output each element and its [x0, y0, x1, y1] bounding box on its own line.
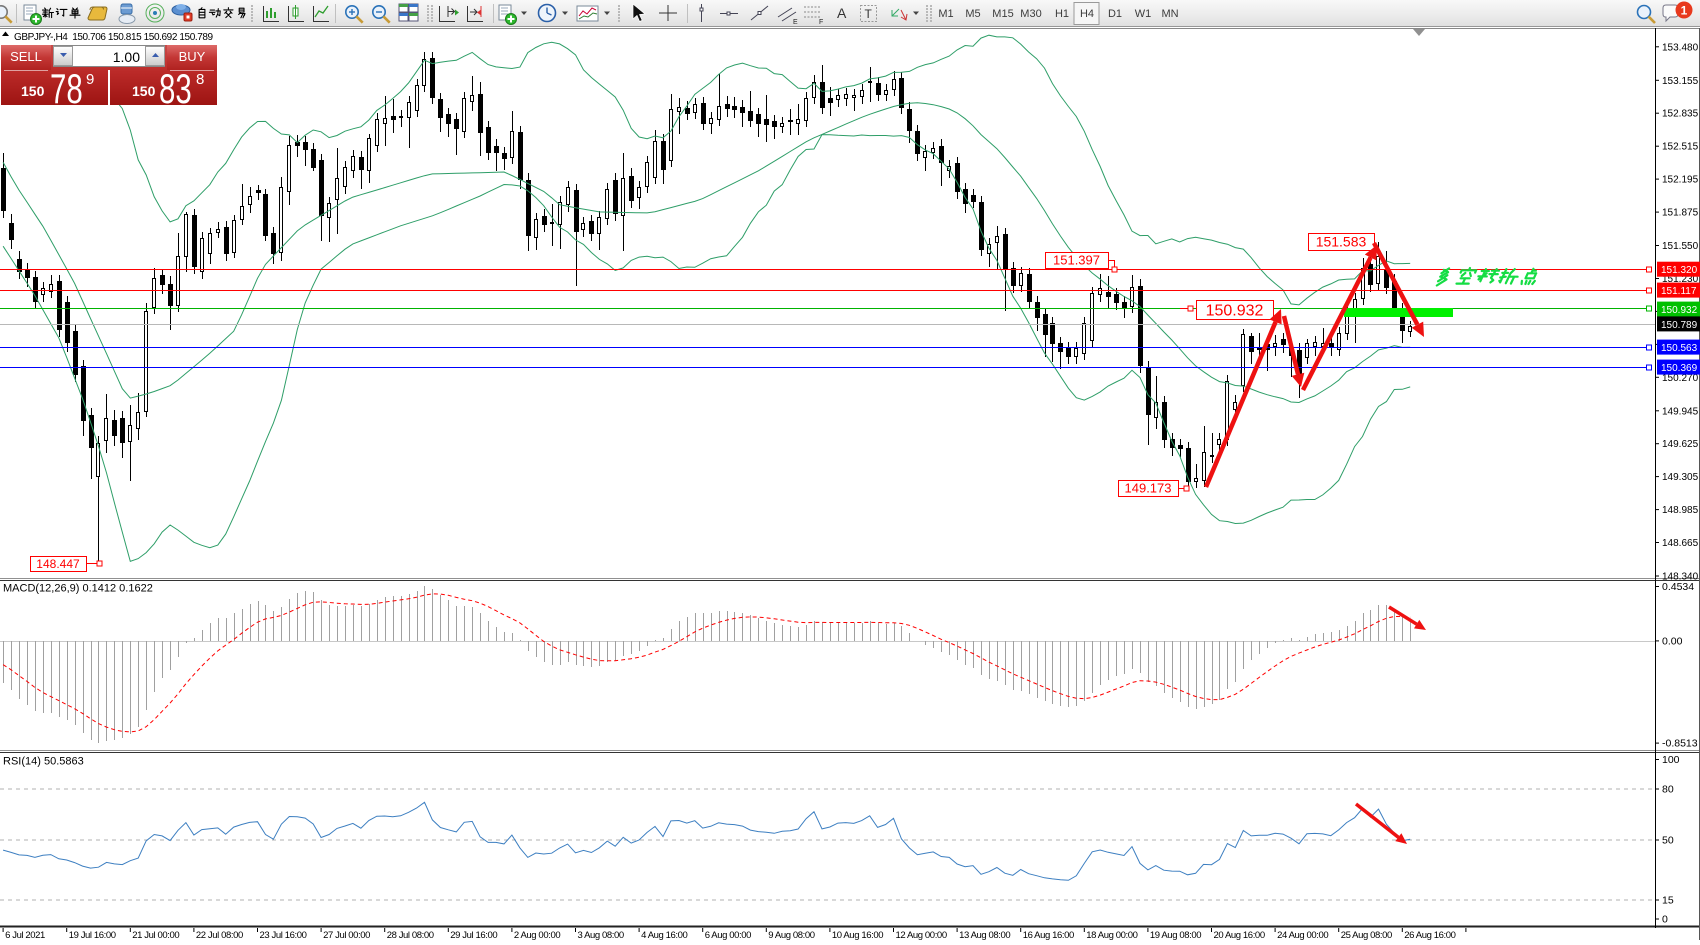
svg-text:A: A — [837, 5, 847, 21]
svg-text:23 Jul 16:00: 23 Jul 16:00 — [260, 930, 307, 940]
svg-text:M1: M1 — [938, 8, 953, 20]
svg-text:RSI(14) 50.5863: RSI(14) 50.5863 — [3, 756, 84, 768]
svg-text:20 Aug 16:00: 20 Aug 16:00 — [1214, 930, 1265, 940]
svg-text:21 Jul 00:00: 21 Jul 00:00 — [132, 930, 179, 940]
svg-text:150.270: 150.270 — [1662, 373, 1699, 384]
svg-text:100: 100 — [1662, 754, 1680, 766]
svg-text:12 Aug 00:00: 12 Aug 00:00 — [896, 930, 947, 940]
svg-text:MN: MN — [1161, 8, 1178, 20]
svg-text:150.789: 150.789 — [1661, 320, 1698, 331]
svg-text:M30: M30 — [1020, 8, 1041, 20]
svg-text:150.932: 150.932 — [1661, 305, 1698, 316]
svg-text:16 Aug 16:00: 16 Aug 16:00 — [1023, 930, 1074, 940]
svg-text:149.625: 149.625 — [1662, 439, 1699, 450]
svg-text:151.397: 151.397 — [1053, 253, 1100, 268]
svg-text:13 Aug 08:00: 13 Aug 08:00 — [959, 930, 1010, 940]
svg-text:22 Jul 08:00: 22 Jul 08:00 — [196, 930, 243, 940]
svg-text:149.305: 149.305 — [1662, 472, 1699, 483]
svg-text:152.515: 152.515 — [1662, 142, 1699, 153]
svg-text:25 Aug 08:00: 25 Aug 08:00 — [1341, 930, 1392, 940]
svg-text:GBPJPY-,H4 150.706 150.815 15: GBPJPY-,H4 150.706 150.815 150.692 150.7… — [14, 32, 214, 43]
svg-text:M5: M5 — [965, 8, 980, 20]
svg-text:MACD(12,26,9) 0.1412 0.1622: MACD(12,26,9) 0.1412 0.1622 — [3, 583, 153, 595]
svg-text:151.875: 151.875 — [1662, 208, 1699, 219]
svg-text:W1: W1 — [1135, 8, 1152, 20]
svg-text:M15: M15 — [992, 8, 1013, 20]
svg-text:148.665: 148.665 — [1662, 538, 1699, 549]
svg-text:E: E — [793, 19, 798, 26]
svg-text:T: T — [865, 7, 873, 21]
svg-text:80: 80 — [1662, 784, 1674, 796]
svg-text:148.340: 148.340 — [1662, 572, 1699, 583]
svg-text:148.985: 148.985 — [1662, 505, 1699, 516]
svg-text:150.563: 150.563 — [1661, 343, 1698, 354]
svg-text:3 Aug 08:00: 3 Aug 08:00 — [578, 930, 624, 940]
svg-text:26 Aug 16:00: 26 Aug 16:00 — [1404, 930, 1455, 940]
svg-text:151.320: 151.320 — [1661, 265, 1698, 276]
svg-text:19 Aug 08:00: 19 Aug 08:00 — [1150, 930, 1201, 940]
svg-text:0.00: 0.00 — [1662, 635, 1683, 647]
svg-text:9 Aug 08:00: 9 Aug 08:00 — [768, 930, 814, 940]
svg-text:152.835: 152.835 — [1662, 109, 1699, 120]
svg-text:2 Aug 00:00: 2 Aug 00:00 — [514, 930, 560, 940]
svg-text:H4: H4 — [1080, 8, 1094, 20]
svg-text:19 Jul 16:00: 19 Jul 16:00 — [69, 930, 116, 940]
svg-text:149.173: 149.173 — [1125, 481, 1172, 496]
svg-text:28 Jul 08:00: 28 Jul 08:00 — [387, 930, 434, 940]
svg-text:6 Aug 00:00: 6 Aug 00:00 — [705, 930, 751, 940]
svg-text:6 Jul 2021: 6 Jul 2021 — [5, 930, 45, 940]
svg-text:-0.8513: -0.8513 — [1662, 738, 1698, 750]
svg-text:150.932: 150.932 — [1206, 302, 1264, 319]
svg-text:148.447: 148.447 — [36, 557, 80, 571]
svg-text:18 Aug 00:00: 18 Aug 00:00 — [1086, 930, 1137, 940]
svg-text:151.583: 151.583 — [1316, 234, 1367, 250]
svg-text:0.4534: 0.4534 — [1662, 581, 1694, 593]
svg-text:24 Aug 00:00: 24 Aug 00:00 — [1277, 930, 1328, 940]
svg-text:1: 1 — [1681, 4, 1688, 18]
svg-text:0: 0 — [1662, 914, 1668, 926]
svg-text:27 Jul 00:00: 27 Jul 00:00 — [323, 930, 370, 940]
svg-text:4 Aug 16:00: 4 Aug 16:00 — [641, 930, 687, 940]
svg-text:151.550: 151.550 — [1662, 241, 1699, 252]
svg-text:153.155: 153.155 — [1662, 76, 1699, 87]
svg-text:150.369: 150.369 — [1661, 363, 1698, 374]
svg-text:29 Jul 16:00: 29 Jul 16:00 — [450, 930, 497, 940]
svg-text:H1: H1 — [1055, 8, 1069, 20]
svg-text:50: 50 — [1662, 835, 1674, 847]
svg-text:10 Aug 16:00: 10 Aug 16:00 — [832, 930, 883, 940]
svg-text:153.480: 153.480 — [1662, 42, 1699, 53]
svg-text:152.195: 152.195 — [1662, 175, 1699, 186]
svg-text:F: F — [819, 19, 823, 26]
svg-text:151.117: 151.117 — [1661, 286, 1697, 297]
svg-text:15: 15 — [1662, 895, 1674, 907]
svg-text:151.230: 151.230 — [1662, 274, 1699, 285]
svg-text:D1: D1 — [1108, 8, 1122, 20]
svg-text:149.945: 149.945 — [1662, 406, 1699, 417]
